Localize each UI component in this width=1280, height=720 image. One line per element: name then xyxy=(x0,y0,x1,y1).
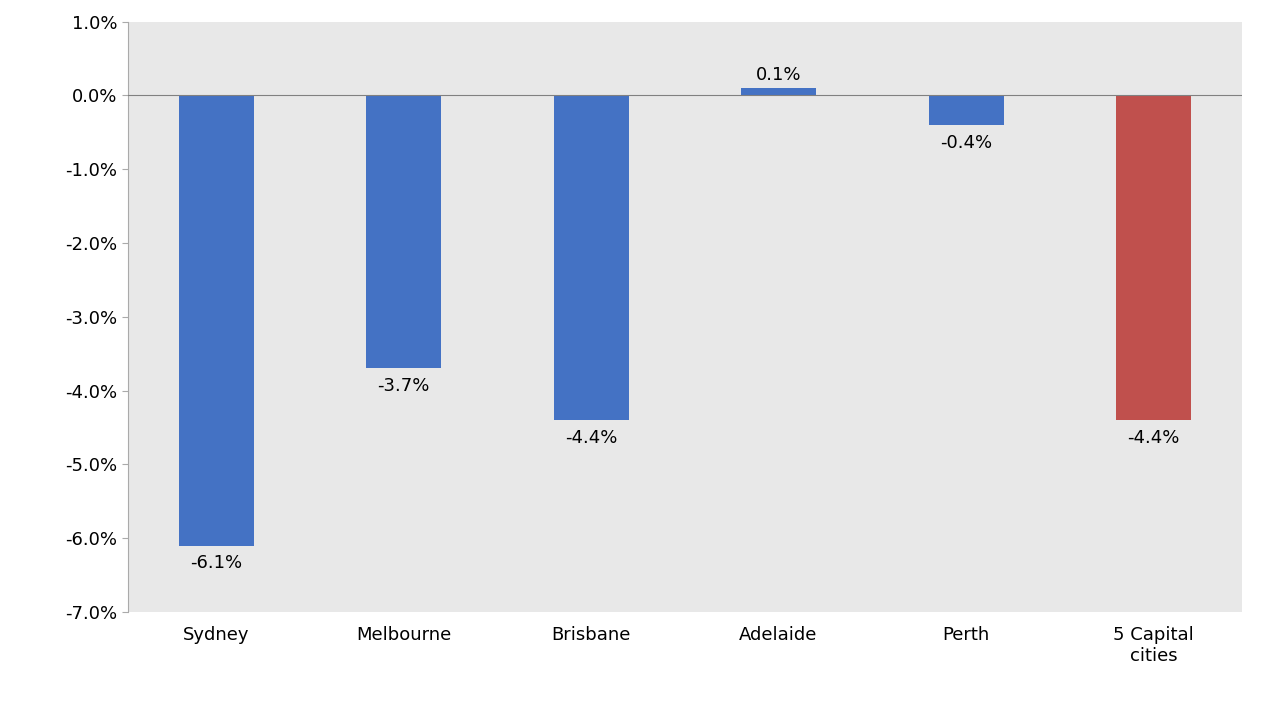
Bar xyxy=(1116,95,1190,420)
Text: -4.4%: -4.4% xyxy=(564,429,617,447)
Text: -0.4%: -0.4% xyxy=(940,134,992,152)
Bar xyxy=(366,95,442,369)
Text: -6.1%: -6.1% xyxy=(189,554,242,572)
Text: -4.4%: -4.4% xyxy=(1128,429,1180,447)
Bar xyxy=(928,95,1004,125)
Text: 0.1%: 0.1% xyxy=(755,66,801,84)
Bar xyxy=(741,88,817,95)
Bar xyxy=(179,95,253,546)
Text: -3.7%: -3.7% xyxy=(378,377,430,395)
Bar xyxy=(553,95,628,420)
